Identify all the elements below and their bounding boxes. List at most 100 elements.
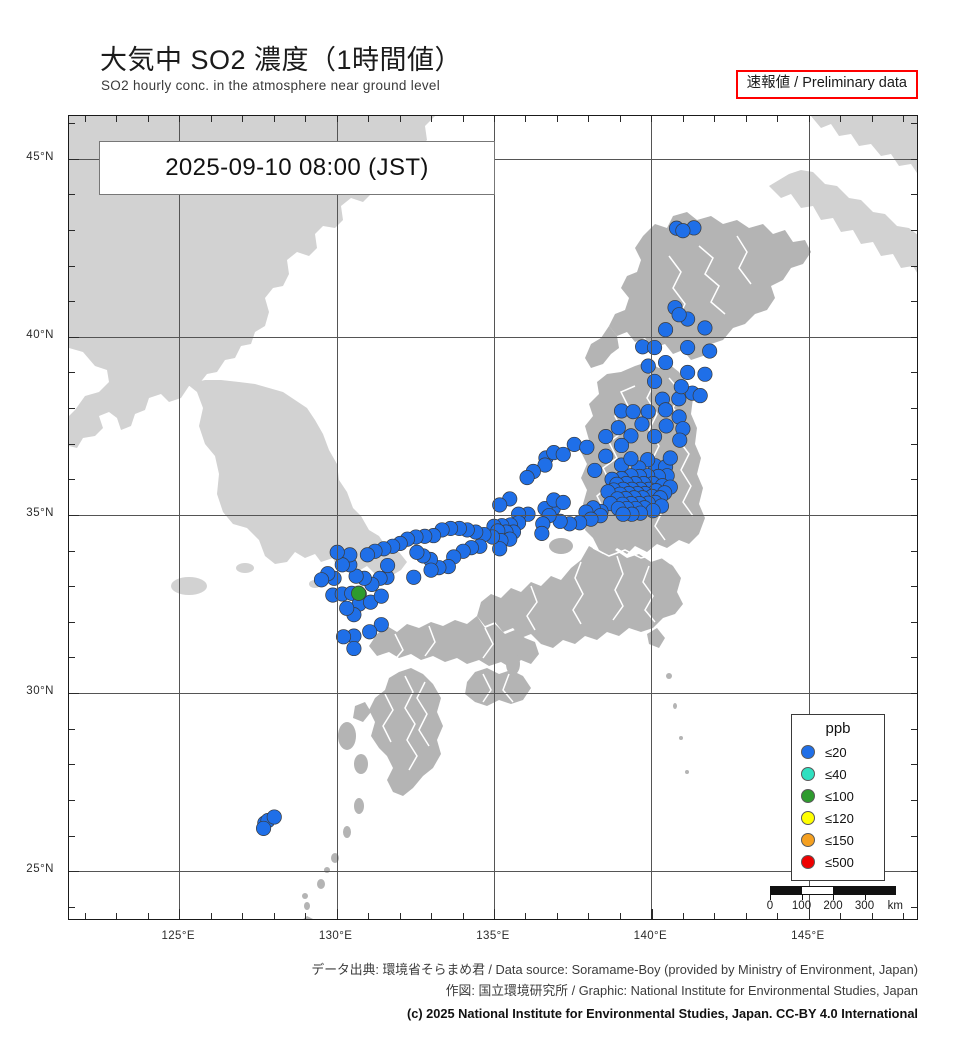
axis-minor-tick [69, 906, 75, 908]
graticule-meridian [808, 116, 810, 919]
axis-minor-tick [368, 913, 370, 919]
axis-tick [69, 693, 79, 695]
so2-station-point [348, 568, 364, 584]
legend-title: ppb [825, 720, 851, 738]
axis-tick [911, 158, 917, 160]
axis-minor-tick [242, 913, 244, 919]
graticule-parallel [69, 514, 917, 516]
page-header: 大気中 SO2 濃度（1時間値） SO2 hourly conc. in the… [0, 0, 980, 115]
so2-station-point [623, 451, 639, 467]
longitude-tick-label: 135°E [476, 930, 510, 942]
so2-station-point [647, 429, 663, 445]
so2-station-point [346, 640, 362, 657]
timestamp-box: 2025-09-10 08:00 (JST) [99, 141, 495, 195]
axis-minor-tick [147, 116, 149, 122]
so2-station-point [610, 420, 626, 436]
scale-bar-tick [801, 895, 803, 900]
longitude-tick-label: 140°E [633, 930, 668, 942]
legend-item-label: ≤20 [825, 744, 847, 760]
axis-minor-tick [619, 116, 621, 122]
so2-station-point [335, 629, 352, 645]
legend-item-label: ≤150 [825, 832, 854, 848]
so2-station-point [623, 428, 639, 444]
axis-minor-tick [69, 194, 75, 196]
so2-station-point [692, 388, 708, 404]
scale-bar-labels: km 0 100 200 300 [761, 900, 903, 914]
latitude-tick-label: 30°N [26, 685, 54, 698]
so2-station-point [534, 525, 550, 542]
axis-minor-tick [242, 116, 244, 122]
axis-tick [911, 693, 917, 695]
scale-bar-label: 200 [823, 900, 843, 912]
axis-minor-tick [745, 116, 747, 122]
so2-station-point [680, 339, 696, 356]
scale-bar-segment [832, 887, 864, 894]
so2-station-point [662, 450, 678, 466]
so2-station-point [587, 462, 603, 478]
so2-station-point [373, 588, 389, 604]
so2-station-point [351, 585, 367, 601]
so2-station-point [640, 358, 656, 374]
axis-minor-tick [911, 265, 917, 267]
so2-station-point [697, 366, 713, 382]
so2-station-point [671, 307, 687, 323]
axis-tick [179, 116, 181, 122]
axis-tick [336, 909, 338, 919]
scale-bar-label: 100 [791, 900, 812, 912]
footer-copyright: (c) 2025 National Institute for Environm… [406, 1006, 918, 1022]
legend-item-label: ≤40 [825, 766, 847, 782]
so2-station-point [634, 416, 650, 432]
legend-item-label: ≤500 [825, 854, 854, 870]
latitude-tick-label: 25°N [26, 863, 54, 876]
axis-minor-tick [69, 408, 75, 410]
so2-station-point [537, 457, 553, 473]
axis-minor-tick [911, 906, 917, 908]
legend-item: ≤40 [798, 763, 878, 785]
axis-minor-tick [525, 116, 527, 122]
preliminary-data-badge: 速報値 / Preliminary data [735, 70, 918, 99]
map-plot-area[interactable]: 2025-09-10 08:00 (JST) ppb ≤20 ≤40 ≤100 ≤12… [68, 115, 918, 920]
axis-minor-tick [84, 913, 86, 919]
axis-minor-tick [69, 586, 75, 588]
so2-station-point [625, 404, 641, 420]
axis-minor-tick [911, 301, 917, 303]
axis-minor-tick [69, 479, 75, 481]
axis-minor-tick [556, 116, 558, 122]
footer-data-source: データ出典: 環境省そらまめ君 / Data source: Soramame-… [311, 962, 918, 977]
axis-minor-tick [619, 913, 621, 919]
axis-minor-tick [368, 116, 370, 122]
axis-minor-tick [273, 913, 275, 919]
axis-minor-tick [431, 913, 433, 919]
axis-minor-tick [840, 116, 842, 122]
so2-station-point [615, 506, 631, 522]
legend-item: ≤500 [798, 851, 878, 873]
so2-station-points [256, 220, 718, 836]
axis-minor-tick [69, 799, 75, 801]
so2-station-point [579, 439, 595, 455]
so2-station-point [658, 418, 674, 434]
so2-station-point [423, 562, 439, 578]
axis-minor-tick [69, 728, 75, 730]
axis-minor-tick [911, 621, 917, 623]
axis-minor-tick [911, 123, 917, 125]
axis-tick [494, 116, 495, 122]
legend-color-dot-icon [801, 855, 815, 869]
so2-station-point [675, 223, 691, 239]
so2-station-point [566, 436, 582, 452]
so2-station-point [598, 448, 614, 464]
axis-minor-tick [399, 116, 401, 122]
axis-tick [69, 514, 79, 517]
graticule-meridian [494, 116, 495, 919]
axis-minor-tick [911, 764, 917, 766]
longitude-tick-label: 125°E [161, 930, 195, 942]
so2-station-point [362, 624, 378, 640]
so2-station-point [647, 339, 663, 356]
page-footer: データ出典: 環境省そらまめ君 / Data source: Soramame-… [0, 960, 980, 1025]
axis-minor-tick [911, 835, 917, 837]
axis-minor-tick [210, 116, 212, 122]
latitude-tick-label: 45°N [26, 150, 54, 163]
so2-station-point [702, 343, 718, 359]
axis-tick [336, 116, 338, 122]
japan-map-svg [69, 116, 917, 919]
legend-item-label: ≤100 [825, 788, 854, 804]
